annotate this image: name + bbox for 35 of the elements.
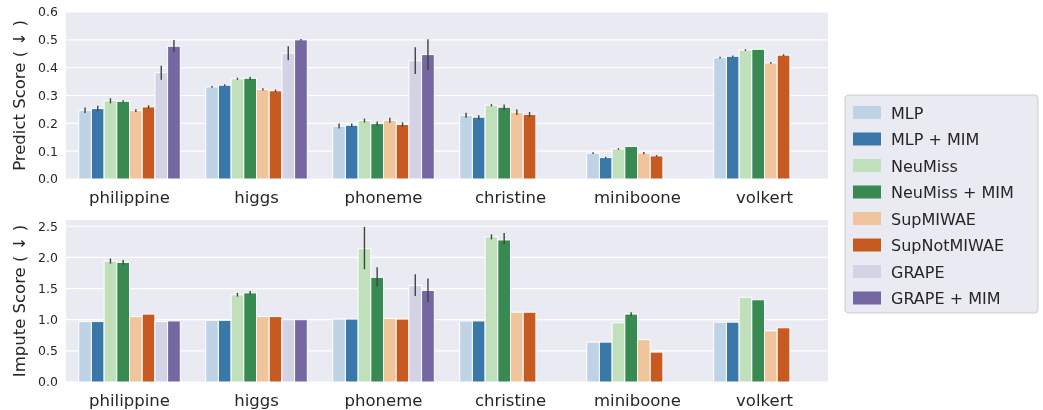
legend-label: NeuMiss <box>891 156 958 176</box>
y-tick-label: 0.5 <box>38 32 58 48</box>
y-tick-label: 1.5 <box>38 280 58 296</box>
x-tick-label: miniboone <box>594 188 681 207</box>
y-tick-label: 2.0 <box>38 249 59 265</box>
legend-label: NeuMiss + MIM <box>891 183 1014 203</box>
y-tick-label: 0.6 <box>38 4 59 20</box>
y-tick-label: 2.5 <box>38 218 58 234</box>
y-tick-label: 0.1 <box>38 143 58 159</box>
x-tick-label: philippine <box>89 188 170 207</box>
legend-label: MLP <box>891 103 924 123</box>
y-tick-label: 0.0 <box>38 374 59 390</box>
x-tick-label: christine <box>474 188 547 207</box>
x-tick-label: higgs <box>234 188 279 207</box>
y-tick-label: 0.5 <box>38 343 58 359</box>
legend-label: GRAPE <box>891 262 945 282</box>
y-tick-label: 0.4 <box>38 60 59 76</box>
x-tick-label: higgs <box>234 391 279 410</box>
x-tick-label: christine <box>474 391 547 410</box>
y-tick-label: 0.0 <box>38 171 59 187</box>
legend-label: SupNotMIWAE <box>891 236 1005 256</box>
x-tick-label: philippine <box>89 391 170 410</box>
x-tick-label: phoneme <box>344 188 423 207</box>
y-tick-label: 1.0 <box>38 312 59 328</box>
x-tick-label: volkert <box>736 391 794 410</box>
legend-label: MLP + MIM <box>891 130 980 150</box>
y-axis-title: Predict Score ( ↓ ) <box>10 20 29 171</box>
y-axis-title: Impute Score ( ↓ ) <box>10 224 29 378</box>
legend-label: GRAPE + MIM <box>891 289 1001 309</box>
x-tick-label: phoneme <box>344 391 423 410</box>
y-tick-label: 0.2 <box>38 115 58 131</box>
legend-label: SupMIWAE <box>891 209 976 229</box>
x-tick-label: miniboone <box>594 391 681 410</box>
x-tick-label: volkert <box>736 188 794 207</box>
y-tick-label: 0.3 <box>38 87 58 103</box>
